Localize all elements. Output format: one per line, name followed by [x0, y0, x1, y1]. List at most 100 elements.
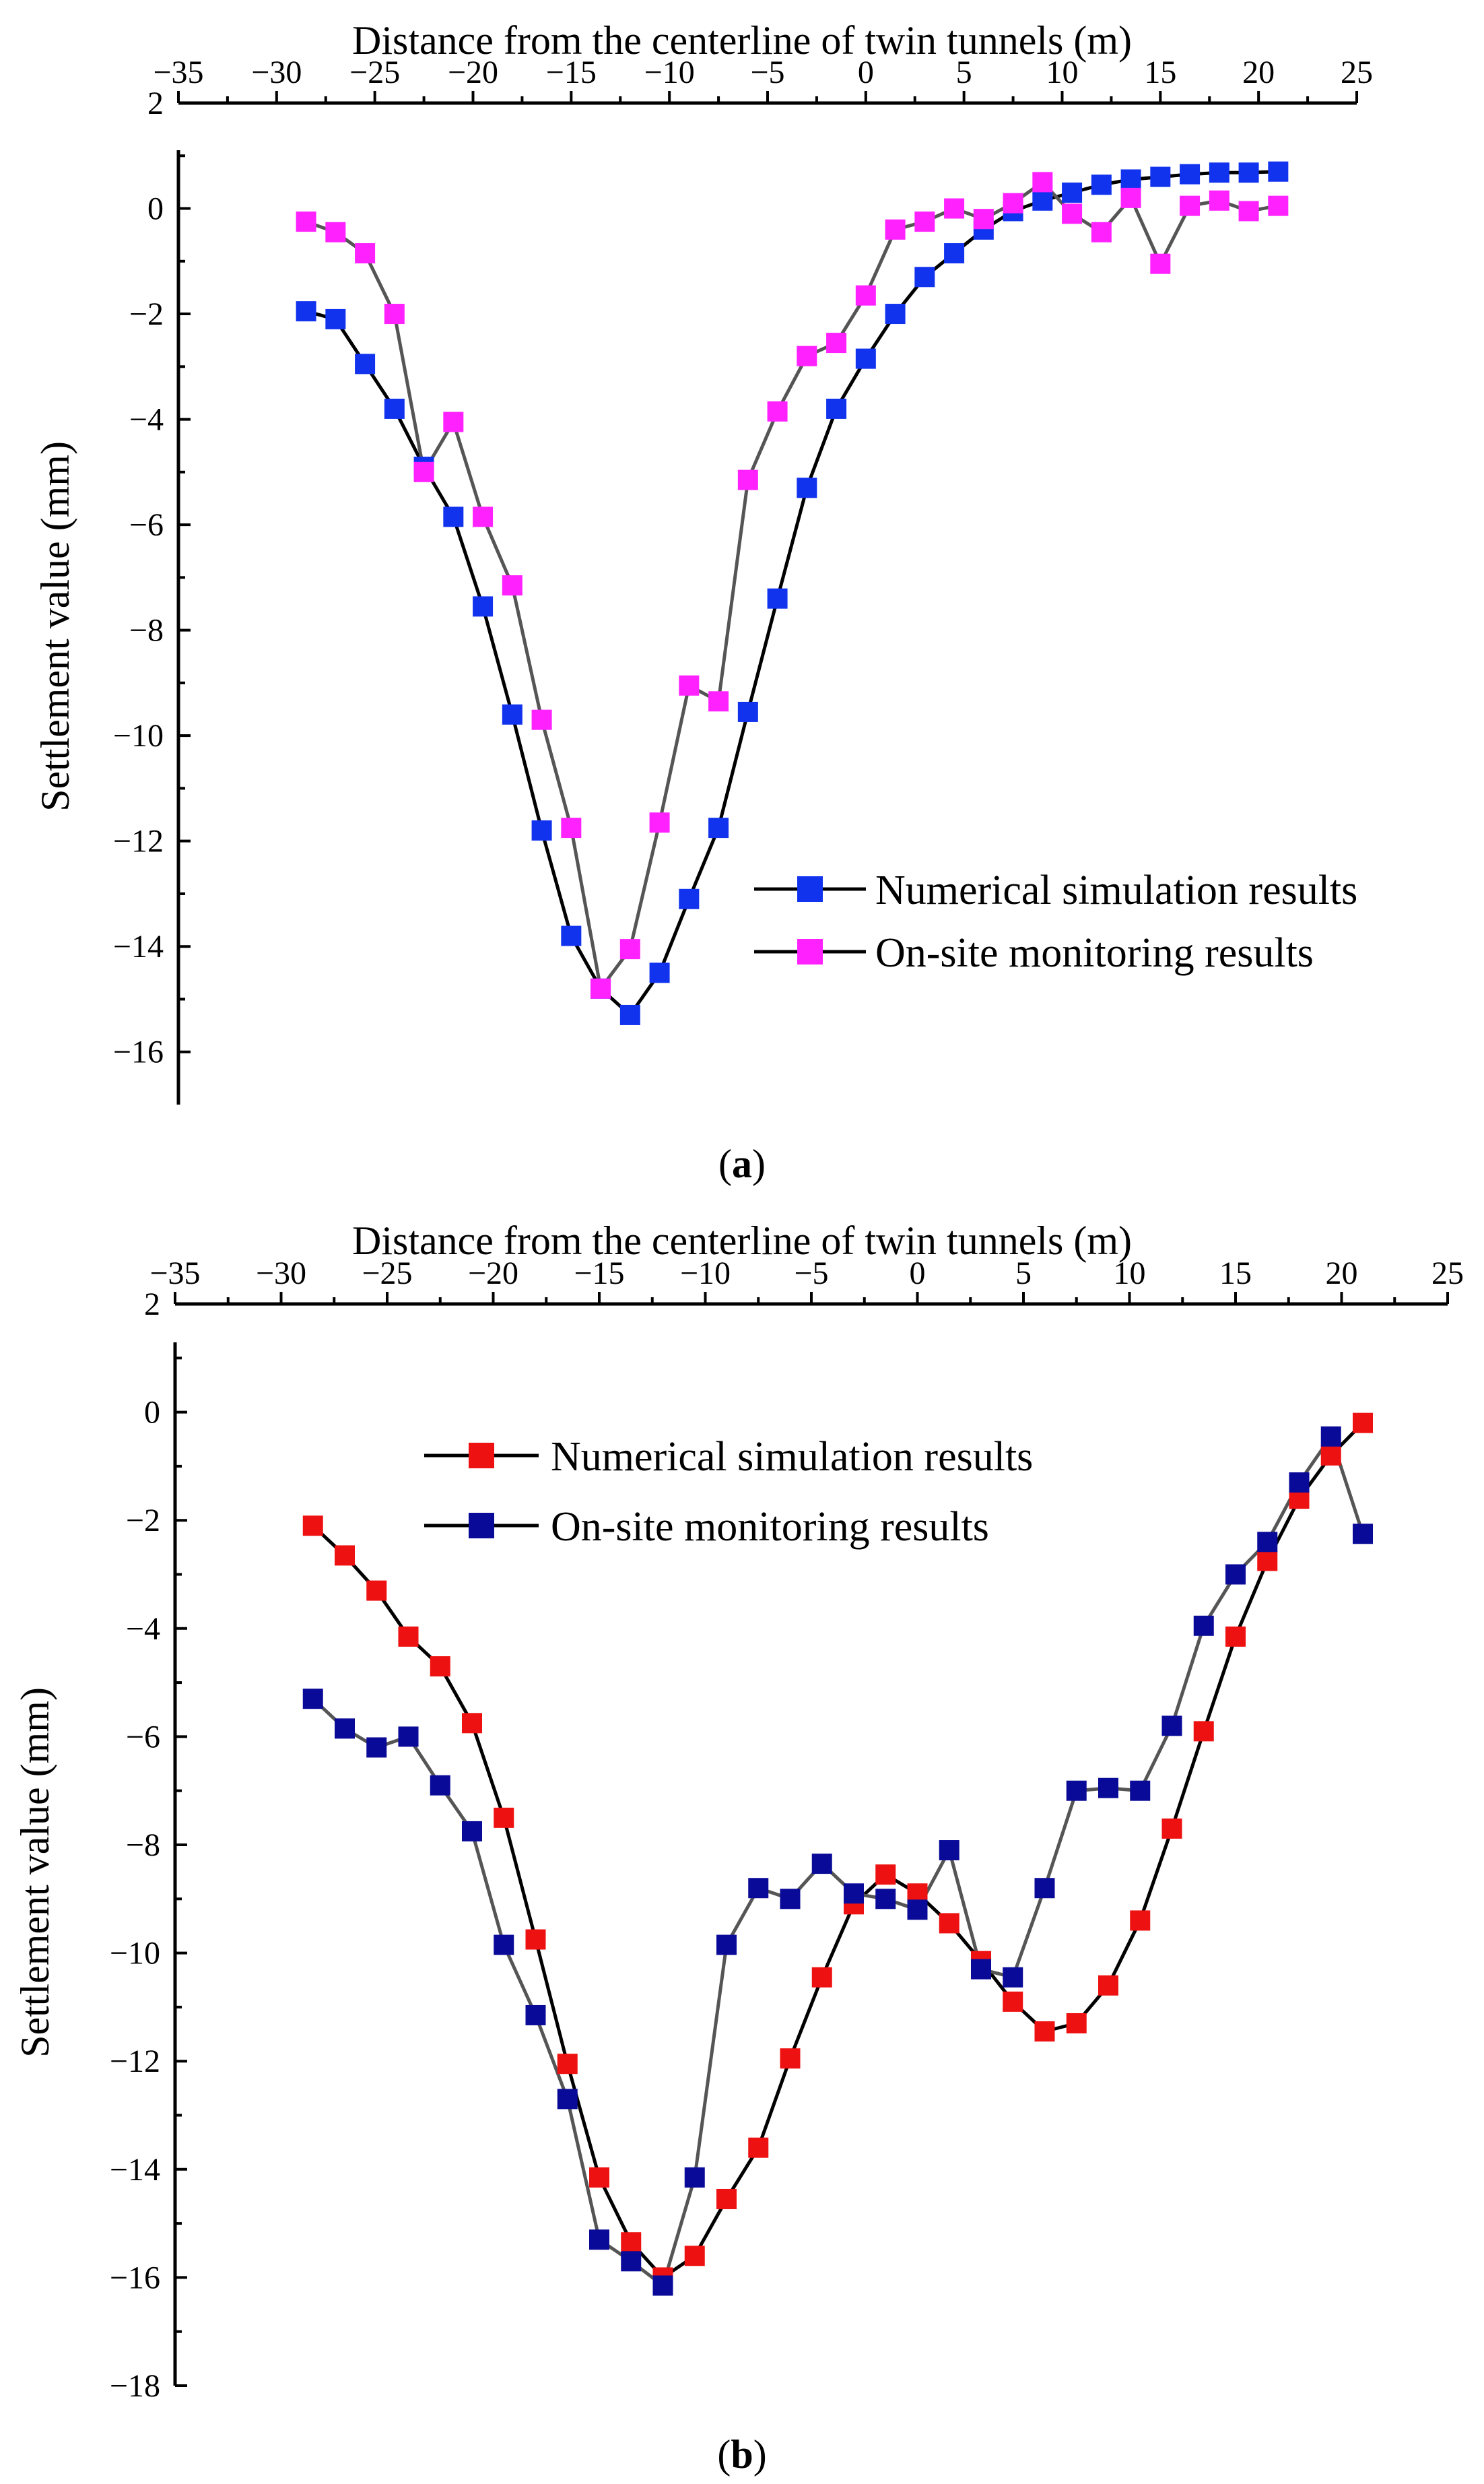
data-point-onsite-b — [589, 2229, 609, 2250]
legend-entry-onsite-a: On-site monitoring results — [754, 930, 1314, 976]
data-point-numerical-b — [462, 1713, 482, 1734]
y-tick-label-a: −2 — [129, 296, 164, 332]
legend-b: Numerical simulation results On-site mon… — [424, 1434, 1033, 1550]
data-point-numerical-a — [502, 704, 522, 725]
y-axis-title-b: Settlement value (mm) — [13, 1687, 57, 2058]
data-point-onsite-a — [531, 709, 552, 730]
data-point-onsite-b — [1066, 1780, 1087, 1801]
data-point-numerical-b — [1066, 2013, 1087, 2033]
data-point-onsite-b — [875, 1889, 896, 1909]
data-point-onsite-b — [1320, 1426, 1341, 1447]
legend-label-numerical-b: Numerical simulation results — [551, 1434, 1033, 1480]
x-tick-label-b: 5 — [1015, 1255, 1032, 1291]
data-point-onsite-a — [355, 243, 376, 264]
y-tick-label-a: −16 — [113, 1035, 164, 1070]
data-point-numerical-a — [737, 701, 758, 722]
data-point-numerical-b — [557, 2054, 578, 2074]
data-point-numerical-a — [1091, 174, 1112, 195]
data-point-numerical-a — [708, 818, 729, 839]
data-point-numerical-b — [716, 2188, 737, 2209]
y-axis-title-a: Settlement value (mm) — [33, 441, 77, 812]
caption-b: (b) — [717, 2432, 766, 2477]
data-point-onsite-a — [1120, 187, 1141, 208]
data-point-onsite-b — [811, 1854, 832, 1874]
data-point-onsite-b — [1034, 1878, 1055, 1899]
data-point-numerical-b — [684, 2246, 705, 2266]
data-point-numerical-a — [355, 354, 376, 374]
y-tick-label-b: −2 — [126, 1503, 160, 1538]
data-point-onsite-a — [1003, 193, 1023, 214]
data-point-onsite-b — [335, 1718, 355, 1739]
data-point-numerical-a — [826, 398, 847, 419]
data-point-onsite-a — [1062, 203, 1083, 224]
data-point-onsite-b — [525, 2004, 546, 2025]
data-point-numerical-a — [885, 304, 906, 325]
x-tick-label-b: −5 — [794, 1255, 828, 1291]
data-point-numerical-b — [1098, 1975, 1118, 1996]
data-point-onsite-b — [1257, 1532, 1278, 1552]
y-tick-label-b: −14 — [110, 2152, 160, 2188]
x-tick-label-b: −35 — [149, 1255, 200, 1291]
data-point-onsite-a — [473, 506, 494, 527]
data-point-onsite-b — [1353, 1524, 1373, 1544]
data-point-onsite-a — [296, 211, 316, 232]
data-point-onsite-a — [1238, 201, 1259, 222]
data-point-numerical-b — [589, 2167, 609, 2188]
legend-label-onsite-b: On-site monitoring results — [551, 1504, 989, 1550]
data-point-onsite-a — [1180, 195, 1201, 216]
x-axis-title-a: Distance from the centerline of twin tun… — [352, 18, 1132, 63]
y-tick-label-a: 0 — [147, 191, 164, 227]
data-point-onsite-a — [973, 209, 994, 230]
data-point-numerical-b — [875, 1864, 896, 1885]
x-tick-label-b: 25 — [1431, 1255, 1464, 1291]
data-point-numerical-b — [1225, 1626, 1246, 1647]
data-point-onsite-a — [591, 978, 611, 999]
data-point-onsite-a — [944, 198, 965, 219]
y-tick-label-b: 2 — [144, 1286, 160, 1322]
y-tick-label-b: −4 — [126, 1611, 160, 1647]
data-point-numerical-a — [1209, 162, 1229, 183]
data-point-onsite-b — [1193, 1615, 1214, 1636]
data-point-onsite-b — [462, 1821, 482, 1841]
data-point-numerical-b — [525, 1929, 546, 1950]
data-point-onsite-b — [494, 1934, 514, 1955]
x-tick-label-b: 20 — [1326, 1255, 1358, 1291]
data-point-onsite-a — [885, 219, 906, 240]
y-tick-label-b: 0 — [144, 1395, 160, 1431]
x-tick-label-a: 5 — [956, 55, 972, 90]
x-tick-label-b: −25 — [362, 1255, 412, 1291]
x-tick-label-a: −10 — [644, 55, 695, 90]
data-point-numerical-a — [1238, 162, 1259, 183]
chart-panel-b: Distance from the centerline of twin tun… — [13, 1218, 1464, 2477]
data-point-onsite-a — [1268, 195, 1289, 216]
data-point-numerical-a — [1150, 166, 1171, 187]
legend-entry-onsite-b: On-site monitoring results — [424, 1504, 989, 1550]
data-point-numerical-a — [914, 267, 935, 288]
data-point-numerical-b — [1161, 1818, 1182, 1839]
y-tick-label-a: −4 — [129, 402, 164, 438]
data-point-onsite-b — [621, 2251, 642, 2272]
x-tick-label-b: 0 — [910, 1255, 926, 1291]
x-tick-label-b: 15 — [1219, 1255, 1252, 1291]
data-point-onsite-a — [855, 285, 876, 306]
legend-label-numerical-a: Numerical simulation results — [875, 868, 1357, 913]
x-tick-label-a: 20 — [1242, 55, 1275, 90]
data-point-onsite-a — [649, 812, 670, 833]
data-point-onsite-a — [443, 412, 464, 432]
data-point-numerical-a — [649, 962, 670, 983]
y-tick-label-a: 2 — [147, 86, 164, 121]
data-point-numerical-a — [797, 478, 817, 498]
legend-marker-numerical-a — [797, 876, 823, 902]
data-point-numerical-a — [767, 588, 788, 609]
data-point-onsite-a — [797, 346, 817, 366]
data-point-onsite-b — [748, 1878, 769, 1899]
data-point-numerical-b — [1130, 1910, 1151, 1931]
data-point-onsite-b — [1098, 1777, 1118, 1798]
data-point-numerical-a — [1268, 161, 1289, 182]
data-point-numerical-b — [302, 1515, 323, 1536]
legend-marker-onsite-b — [469, 1513, 494, 1538]
x-tick-label-b: −30 — [256, 1255, 306, 1291]
data-point-numerical-b — [430, 1656, 450, 1677]
caption-letter-a: a — [732, 1142, 752, 1186]
data-point-onsite-a — [1032, 172, 1053, 193]
